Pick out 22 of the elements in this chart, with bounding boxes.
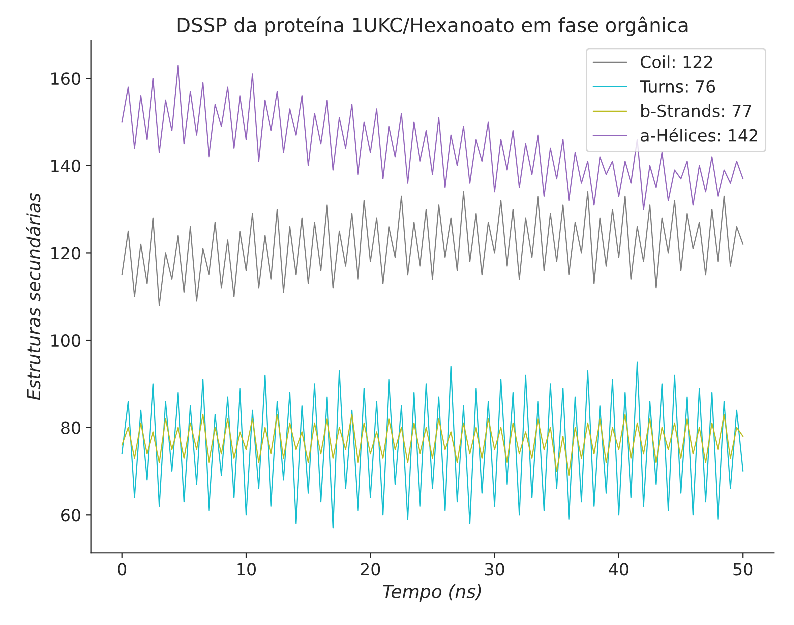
y-tick-label: 160 [52, 72, 80, 86]
x-axis-title: Tempo (ns) [383, 584, 482, 602]
x-tick-label: 10 [238, 563, 256, 576]
x-tick-label: 20 [361, 563, 380, 576]
x-tick-label: 30 [485, 563, 504, 576]
line-series [122, 192, 744, 306]
legend-label: a-Hélices: 142 [641, 128, 758, 142]
line-series [122, 362, 744, 529]
y-axis-title: Estruturas secundárias [26, 193, 41, 400]
y-tick-label: 60 [62, 509, 80, 522]
chart-title: DSSP da proteína 1UKC/Hexanoato em fase orgânica [178, 16, 688, 36]
y-tick-label: 140 [52, 160, 80, 172]
y-tick-label: 120 [52, 247, 80, 260]
x-tick-label: 40 [609, 563, 628, 576]
legend-label: Coil: 122 [640, 56, 712, 69]
y-tick-label: 100 [52, 334, 80, 348]
line-series [122, 414, 744, 476]
legend-label: b-Strands: 77 [642, 104, 752, 118]
y-tick-label: 80 [62, 422, 80, 434]
x-tick-label: 0 [118, 563, 127, 576]
x-tick-label: 50 [734, 563, 753, 576]
legend-label: Turns: 76 [640, 80, 716, 93]
